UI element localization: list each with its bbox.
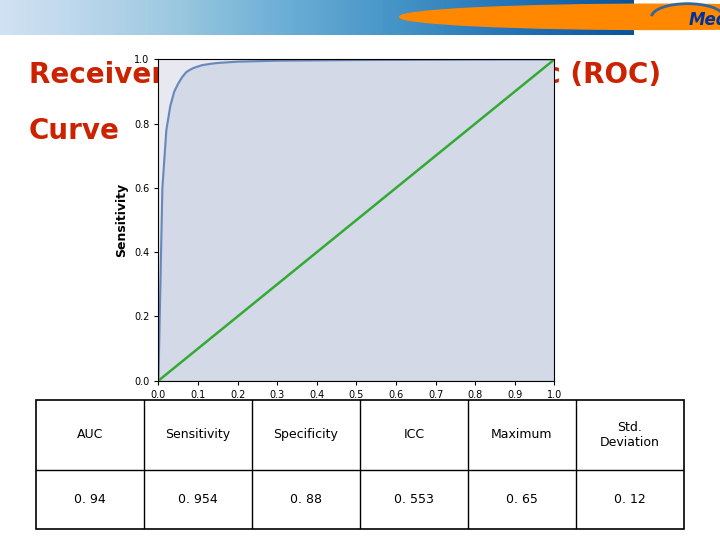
Text: Sensitivity: Sensitivity	[166, 428, 230, 441]
X-axis label: 1 - Specificity: 1 - Specificity	[309, 406, 404, 419]
Text: 0. 12: 0. 12	[614, 493, 646, 506]
Text: 0. 94: 0. 94	[74, 493, 106, 506]
Text: 0. 553: 0. 553	[394, 493, 434, 506]
Text: AUC: AUC	[77, 428, 103, 441]
Text: Receiver Operating Characteristic (ROC): Receiver Operating Characteristic (ROC)	[29, 61, 661, 89]
Text: Specificity: Specificity	[274, 428, 338, 441]
Text: ICC: ICC	[403, 428, 425, 441]
Text: 0. 954: 0. 954	[178, 493, 218, 506]
Y-axis label: Sensitivity: Sensitivity	[115, 183, 128, 257]
Text: Std.
Deviation: Std. Deviation	[600, 421, 660, 449]
Text: Maximum: Maximum	[491, 428, 553, 441]
Text: 0. 88: 0. 88	[290, 493, 322, 506]
Text: Med: Med	[689, 11, 720, 29]
Text: Curve: Curve	[29, 117, 120, 145]
Text: 0. 65: 0. 65	[506, 493, 538, 506]
Circle shape	[400, 4, 720, 30]
